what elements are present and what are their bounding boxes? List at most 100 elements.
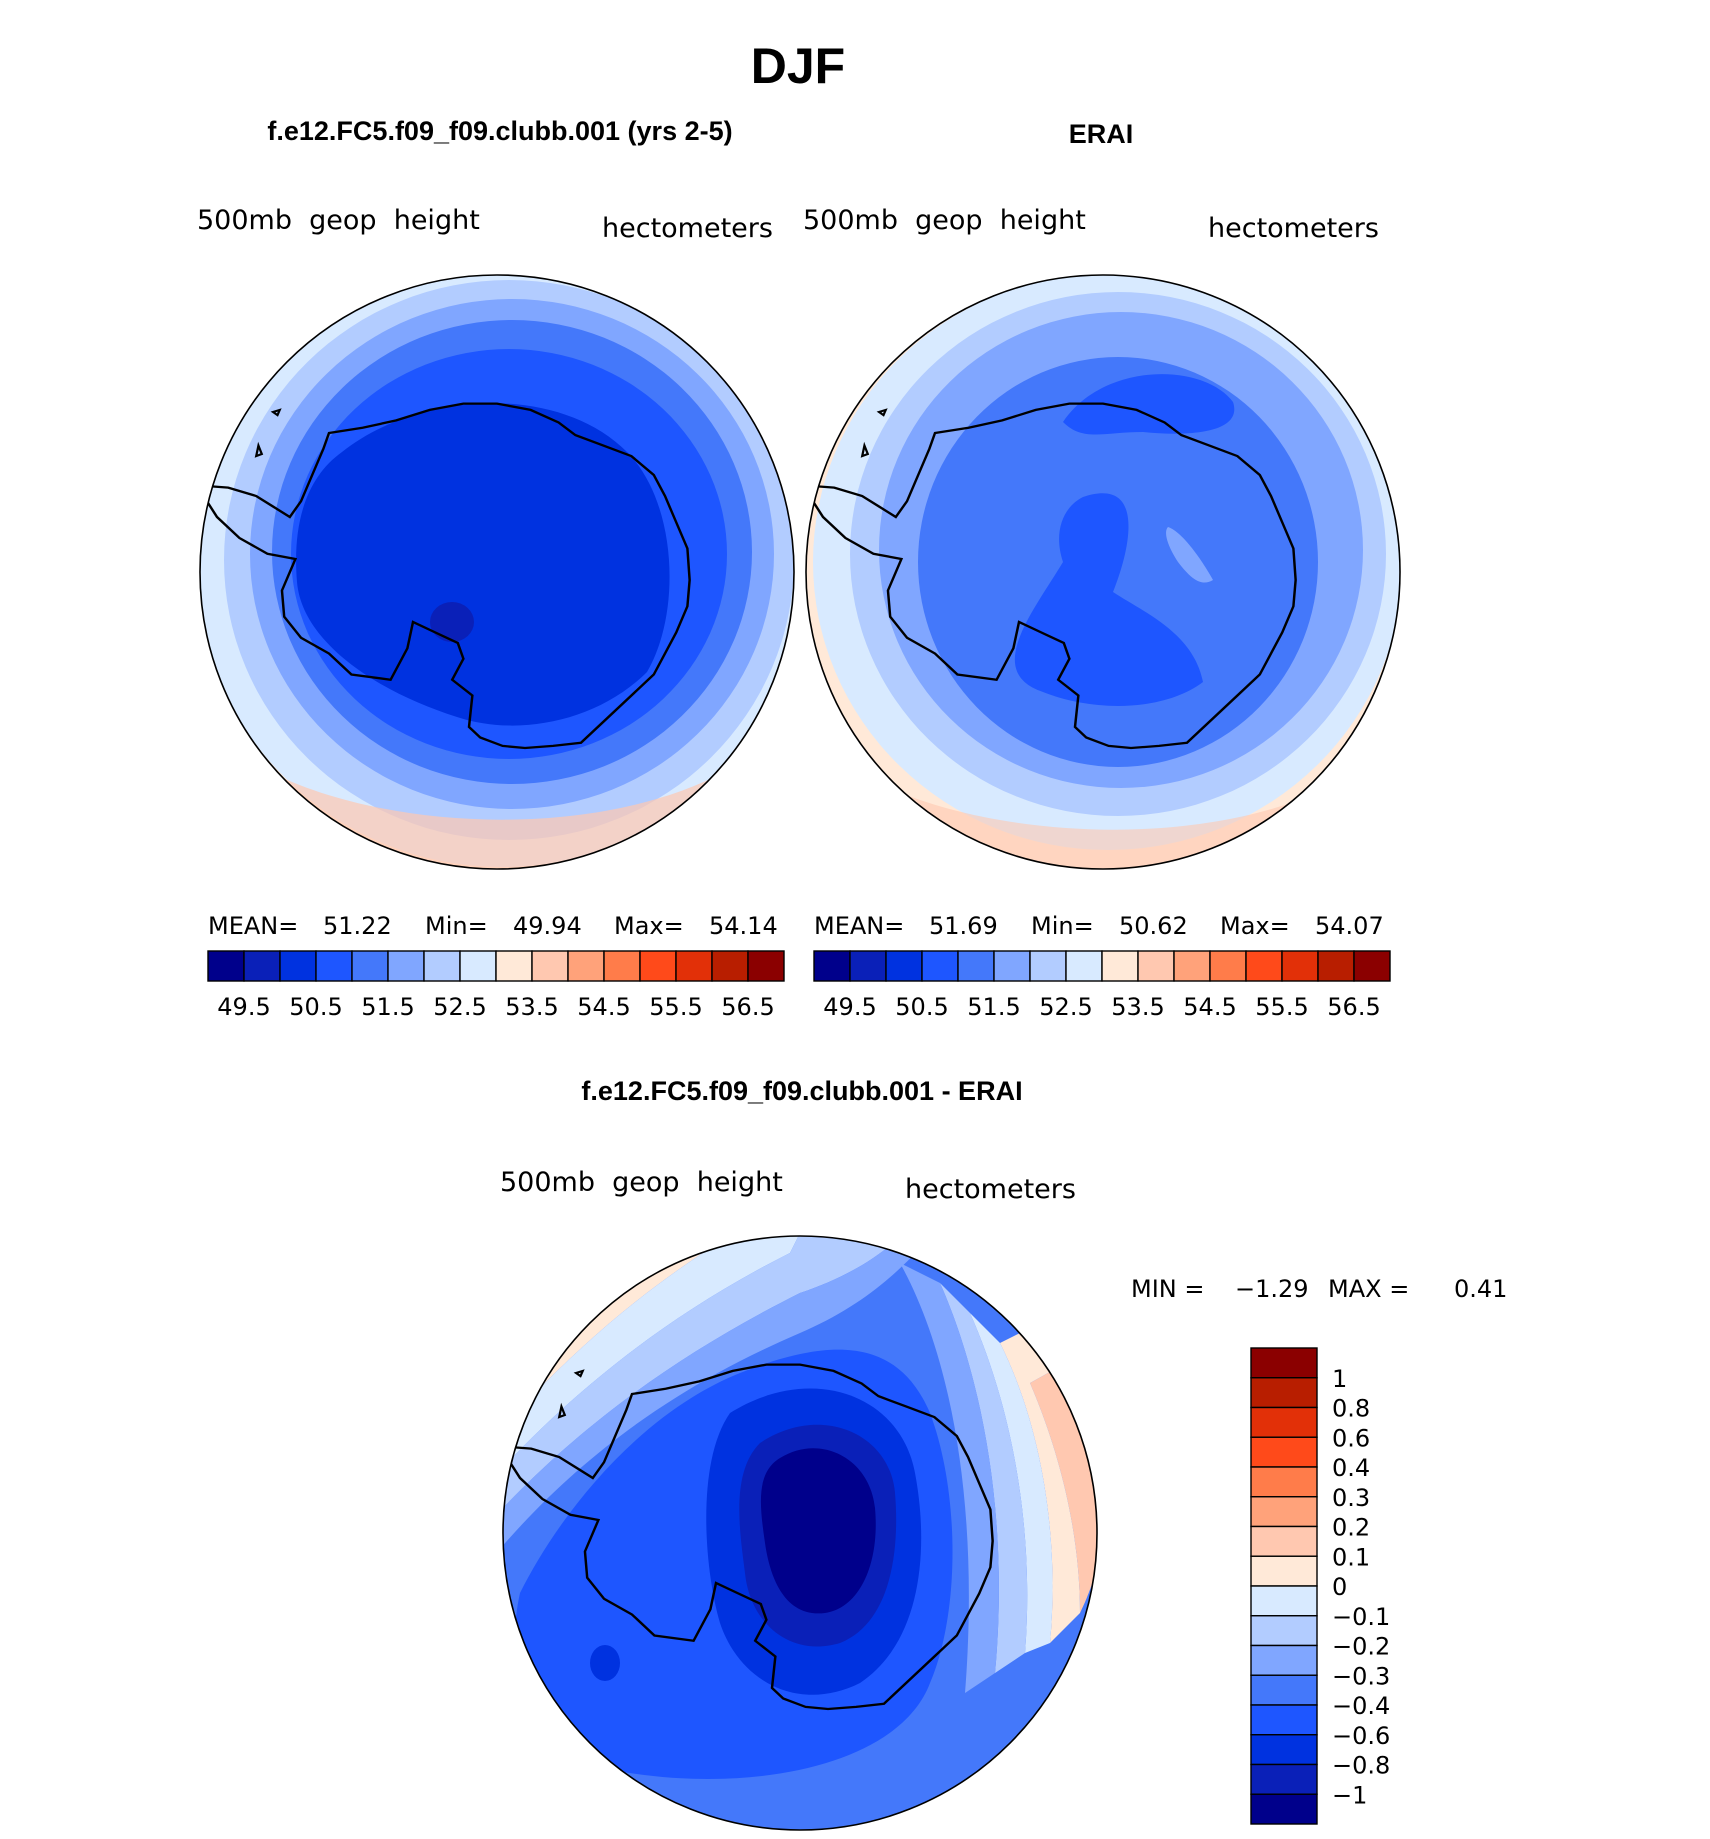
contour-band-neg0.1-e: [940, 1283, 1028, 1673]
contour-band-0.2-e: [1030, 1333, 1097, 1613]
contour-band-51-b: [1014, 493, 1203, 706]
stat-mean-value: 51.22: [323, 912, 392, 940]
colorbar-tick-label: 56.5: [721, 993, 774, 1021]
contour-band-0.1-e: [1000, 1283, 1097, 1643]
panel-model-stats: MEAN= 51.22 Min= 49.94 Max= 54.14: [208, 912, 778, 940]
coastline-model: [200, 402, 691, 750]
panel-obs-title: ERAI: [1069, 119, 1134, 149]
map-diff: [503, 1236, 1097, 1830]
panel-diff-units: hectometers: [905, 1174, 1076, 1205]
colorbar-swatch: [1250, 1763, 1318, 1795]
contour-band-min: [760, 1448, 876, 1614]
colorbar-swatch: [1209, 950, 1247, 982]
contour-band-0-e: [970, 1313, 1053, 1653]
colorbar-swatch: [639, 950, 677, 982]
colorbar-swatch: [1065, 950, 1103, 982]
colorbar-swatch: [1245, 950, 1283, 982]
colorbar-tick-label: 56.5: [1327, 993, 1380, 1021]
colorbar-swatch: [885, 950, 923, 982]
stat-mean-label: MEAN=: [814, 912, 904, 940]
colorbar-tick-label: 49.5: [823, 993, 876, 1021]
colorbar-swatch: [1353, 950, 1391, 982]
coastline-obs: [806, 402, 1297, 750]
colorbar-swatch: [921, 950, 959, 982]
colorbar-tick-label: 52.5: [433, 993, 486, 1021]
colorbar-swatch: [1250, 1555, 1318, 1587]
colorbar-swatch: [1101, 950, 1139, 982]
colorbar-swatch: [279, 950, 317, 982]
colorbar-swatch: [1250, 1793, 1318, 1825]
map-model: [200, 275, 794, 869]
stat-min-label: MIN =: [1131, 1275, 1204, 1303]
colorbar-swatch: [387, 950, 425, 982]
colorbar-swatch: [849, 950, 887, 982]
stat-mean-value: 51.69: [929, 912, 998, 940]
contour-band-51: [1063, 374, 1235, 435]
colorbar-swatch: [993, 950, 1031, 982]
colorbar-tick-label: 0.6: [1332, 1424, 1370, 1452]
contour-band-0-nw: [503, 1236, 810, 1493]
map-obs-border: [805, 274, 1401, 870]
colorbar-swatch: [495, 950, 533, 982]
colorbar-tick-label: 0.8: [1332, 1395, 1370, 1423]
colorbar-swatch: [747, 950, 785, 982]
map-diff-fill: [503, 1236, 1097, 1830]
stat-max-value: 0.41: [1454, 1275, 1507, 1303]
stat-max-label: MAX =: [1328, 1275, 1409, 1303]
colorbar-swatch: [1250, 1377, 1318, 1409]
colorbar-swatch: [813, 950, 851, 982]
colorbar-tick-label: −0.8: [1332, 1752, 1390, 1780]
colorbar-swatch: [1250, 1406, 1318, 1438]
colorbar-tick-label: 53.5: [505, 993, 558, 1021]
map-obs: [806, 275, 1400, 869]
stat-max-label: Max=: [1220, 912, 1290, 940]
panel-model-units: hectometers: [602, 213, 773, 244]
colorbar-swatch: [957, 950, 995, 982]
colorbar-swatch: [315, 950, 353, 982]
colorbar-swatch: [351, 950, 389, 982]
colorbar-tick-label: 0.3: [1332, 1484, 1370, 1512]
stat-min-value: −1.29: [1235, 1275, 1309, 1303]
colorbar-tick-label: 0.1: [1332, 1543, 1370, 1571]
colorbar-swatch: [1317, 950, 1355, 982]
figure-title: DJF: [751, 38, 845, 94]
contour-band-neg0.2-nw: [503, 1236, 950, 1573]
map-diff-border: [502, 1235, 1098, 1831]
panel-diff-title: f.e12.FC5.f09_f09.clubb.001 - ERAI: [581, 1076, 1022, 1106]
panel-model-variable: 500mb geop height: [197, 205, 480, 236]
colorbar-obs: 49.5 50.5 51.5 52.5 53.5 54.5 55.5 56.5: [813, 950, 1391, 1021]
colorbar-swatch: [1250, 1704, 1318, 1736]
colorbar-swatch: [243, 950, 281, 982]
colorbar-tick-label: 54.5: [577, 993, 630, 1021]
colorbar-tick-label: 0: [1332, 1573, 1347, 1601]
stat-max-label: Max=: [614, 912, 684, 940]
contour-band-52-island: [1166, 527, 1213, 583]
colorbar-swatch: [1137, 950, 1175, 982]
stat-mean-label: MEAN=: [208, 912, 298, 940]
colorbar-swatch: [1281, 950, 1319, 982]
colorbar-swatch: [1029, 950, 1067, 982]
colorbar-tick-label: 53.5: [1111, 993, 1164, 1021]
colorbar-swatch: [531, 950, 569, 982]
map-model-fill: [200, 275, 794, 869]
colorbar-tick-label: −0.4: [1332, 1692, 1390, 1720]
contour-band-50.5: [296, 403, 670, 726]
colorbar-swatch: [1250, 1525, 1318, 1557]
colorbar-swatch: [423, 950, 461, 982]
colorbar-tick-label: −1: [1332, 1781, 1367, 1809]
panel-diff-variable: 500mb geop height: [500, 1167, 783, 1198]
colorbar-tick-label: −0.6: [1332, 1722, 1390, 1750]
colorbar-swatch: [1250, 1644, 1318, 1676]
colorbar-swatch: [1173, 950, 1211, 982]
colorbar-tick-label: −0.1: [1332, 1603, 1390, 1631]
map-model-border: [199, 274, 795, 870]
colorbar-tick-label: −0.2: [1332, 1633, 1390, 1661]
coastline-diff: [503, 1363, 994, 1711]
colorbar-tick-label: 51.5: [361, 993, 414, 1021]
colorbar-swatch: [459, 950, 497, 982]
map-obs-fill: [806, 275, 1400, 869]
colorbar-tick-label: −0.3: [1332, 1662, 1390, 1690]
stat-min-value: 50.62: [1119, 912, 1188, 940]
colorbar-tick-label: 52.5: [1039, 993, 1092, 1021]
